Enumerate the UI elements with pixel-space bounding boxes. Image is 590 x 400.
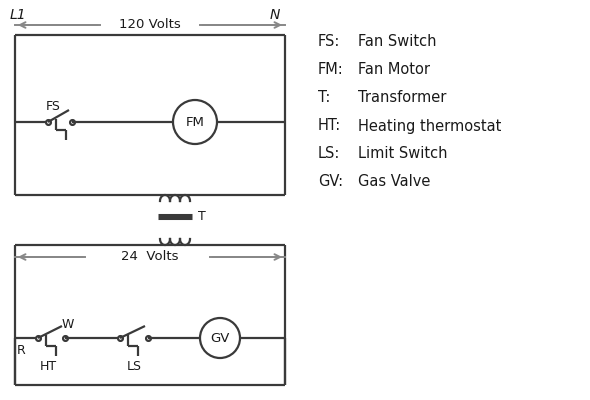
Text: LS:: LS: [318, 146, 340, 162]
Text: FS:: FS: [318, 34, 340, 50]
Text: Transformer: Transformer [358, 90, 447, 106]
Text: LS: LS [126, 360, 142, 372]
Text: Fan Motor: Fan Motor [358, 62, 430, 78]
Text: T: T [198, 210, 206, 223]
Text: Gas Valve: Gas Valve [358, 174, 430, 190]
Text: GV:: GV: [318, 174, 343, 190]
Text: W: W [62, 318, 74, 332]
Text: Heating thermostat: Heating thermostat [358, 118, 502, 134]
Text: 24  Volts: 24 Volts [122, 250, 179, 264]
Text: Fan Switch: Fan Switch [358, 34, 437, 50]
Text: GV: GV [210, 332, 230, 344]
Text: T:: T: [318, 90, 330, 106]
Text: L1: L1 [10, 8, 27, 22]
Text: FM: FM [186, 116, 205, 128]
Text: FM:: FM: [318, 62, 344, 78]
Text: Limit Switch: Limit Switch [358, 146, 447, 162]
Text: FS: FS [46, 100, 61, 112]
Text: HT:: HT: [318, 118, 341, 134]
Text: HT: HT [40, 360, 57, 372]
Text: 120 Volts: 120 Volts [119, 18, 181, 32]
Text: R: R [17, 344, 25, 358]
Text: N: N [270, 8, 280, 22]
